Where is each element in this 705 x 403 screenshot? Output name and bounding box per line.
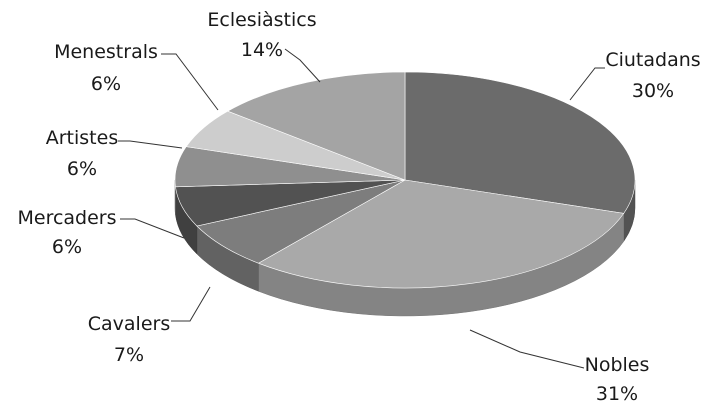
label-mercaders-name: Mercaders: [17, 207, 116, 229]
pie-slice-nobles: [257, 179, 625, 289]
pie-top-faces: [174, 71, 636, 289]
leader-line-artistes: [118, 140, 183, 149]
label-artistes-value: 6%: [67, 158, 97, 180]
label-nobles-value: 31%: [596, 383, 638, 403]
label-ciutadans-name: Ciutadans: [605, 49, 700, 71]
label-ciutadans-value: 30%: [632, 80, 674, 102]
leader-lines: [118, 48, 605, 369]
leader-line-nobles: [469, 329, 585, 369]
pie-slice-cavalers: [196, 179, 406, 264]
leader-line-eclesiastics: [284, 48, 321, 83]
leader-line-mercaders: [120, 218, 185, 239]
label-cavalers-value: 7%: [114, 344, 144, 366]
label-menestrals-name: Menestrals: [54, 41, 158, 63]
label-artistes-name: Artistes: [46, 127, 118, 149]
pie-side-walls: [174, 179, 636, 317]
label-nobles-name: Nobles: [585, 354, 650, 376]
label-cavalers-name: Cavalers: [88, 313, 170, 335]
label-eclesiastics-value: 14%: [241, 39, 283, 61]
leader-line-ciutadans: [569, 67, 605, 101]
label-mercaders-value: 6%: [52, 236, 82, 258]
label-eclesiastics-name: Eclesiàstics: [207, 9, 316, 31]
leader-line-cavalers: [171, 286, 211, 322]
label-menestrals-value: 6%: [91, 73, 121, 95]
pie-slice-eclesiastics: [227, 71, 406, 181]
pie-slice-ciutadans: [404, 71, 636, 214]
leader-line-menestrals: [161, 53, 219, 111]
